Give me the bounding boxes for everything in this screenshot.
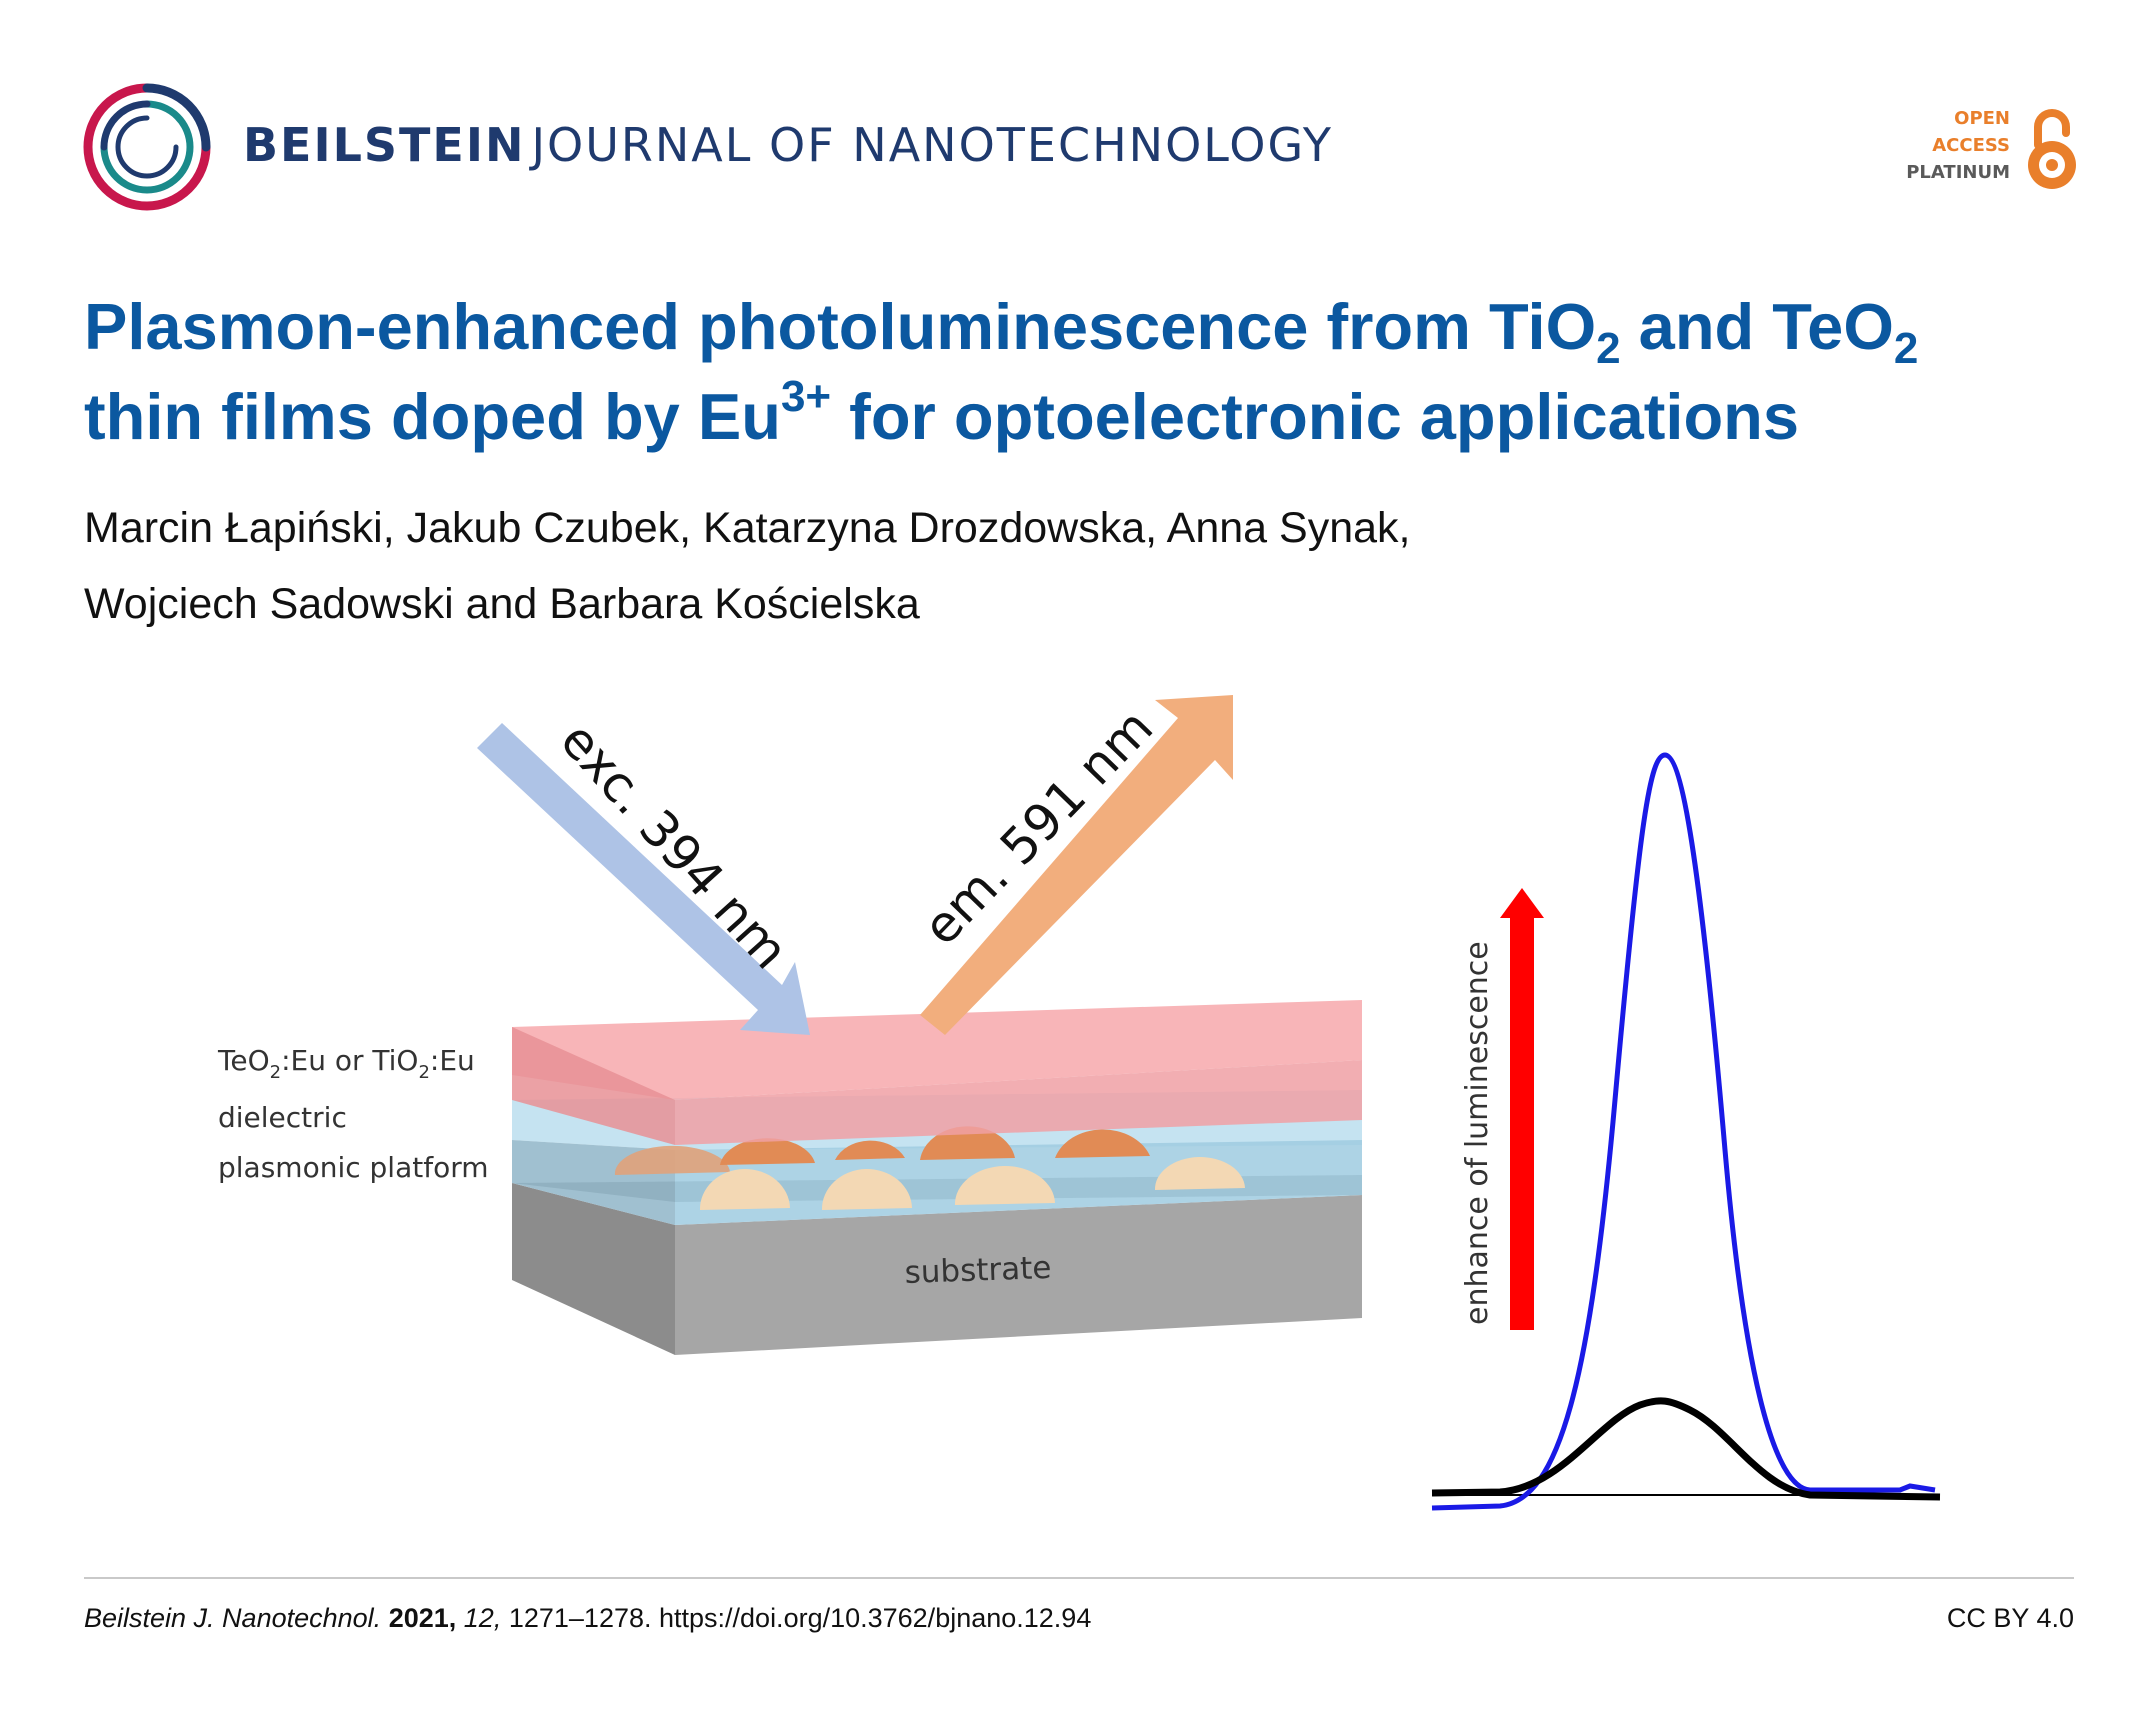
open-access-line-3: PLATINUM <box>1906 162 2010 183</box>
journal-abbreviation: Beilstein J. Nanotechnol. <box>84 1603 382 1633</box>
open-access-text: OPEN ACCESS PLATINUM <box>1906 105 2010 186</box>
graphical-abstract: substrate exc. 394 nm em. 591 nm TeO2:Eu… <box>217 695 1941 1511</box>
citation-volume: 12, <box>463 1603 502 1633</box>
authors-line-1: Marcin Łapiński, Jakub Czubek, Katarzyna… <box>84 504 1411 552</box>
substrate-front-face <box>675 1195 1362 1355</box>
open-access-line-2: ACCESS <box>1932 135 2010 156</box>
reference-emission-curve <box>1431 1397 1941 1501</box>
journal-brand: BEILSTEIN <box>243 118 526 172</box>
title-text-3: thin films doped by Eu <box>84 380 781 453</box>
journal-title-rest: JOURNAL OF NANOTECHNOLOGY <box>531 118 1333 172</box>
emission-arrow <box>920 695 1233 1035</box>
citation-pages-doi[interactable]: 1271–1278. https://doi.org/10.3762/bjnan… <box>508 1603 1092 1633</box>
title-text-2: and TeO <box>1620 290 1894 363</box>
citation-year: 2021, <box>388 1603 457 1633</box>
journal-name: BEILSTEIN JOURNAL OF NANOTECHNOLOGY <box>243 118 1333 172</box>
enhancement-arrow <box>1500 888 1544 1330</box>
enhancement-label: enhance of luminescence <box>1460 941 1495 1325</box>
authors-line-2: Wojciech Sadowski and Barbara Kościelska <box>84 580 920 628</box>
enhanced-emission-curve <box>1431 752 1936 1511</box>
substrate-side-face <box>512 1183 675 1355</box>
citation-footer: Beilstein J. Nanotechnol. 2021, 12, 1271… <box>84 1603 2074 1634</box>
title-text-1: Plasmon-enhanced photoluminescence from … <box>84 290 1597 363</box>
top-layer-top-face <box>512 1000 1362 1100</box>
title-subscript-1: 2 <box>1596 324 1621 373</box>
substrate-label: substrate <box>904 1250 1052 1291</box>
top-layer-front-face <box>675 1060 1362 1145</box>
article-title: Plasmon-enhanced photoluminescence from … <box>84 282 2084 462</box>
license-label: CC BY 4.0 <box>1946 1603 2074 1633</box>
beilstein-logo-icon <box>83 83 211 211</box>
top-layer-side-face <box>512 1027 675 1145</box>
top-layer-label: TeO2:Eu or TiO2:Eu <box>217 1044 475 1083</box>
title-subscript-2: 2 <box>1893 324 1919 373</box>
plasmonic-platform-label: plasmonic platform <box>218 1151 489 1184</box>
title-superscript: 3+ <box>780 372 832 421</box>
title-text-4: for optoelectronic applications <box>831 380 1800 453</box>
dielectric-label: dielectric <box>218 1101 347 1134</box>
author-list: Marcin Łapiński, Jakub Czubek, Katarzyna… <box>84 490 2084 642</box>
open-access-lock-icon <box>2028 109 2076 189</box>
open-access-line-1: OPEN <box>1954 108 2010 129</box>
open-access-badge: OPEN ACCESS PLATINUM <box>1860 105 2080 195</box>
footer-divider <box>84 1577 2074 1579</box>
excitation-arrow <box>477 723 810 1035</box>
